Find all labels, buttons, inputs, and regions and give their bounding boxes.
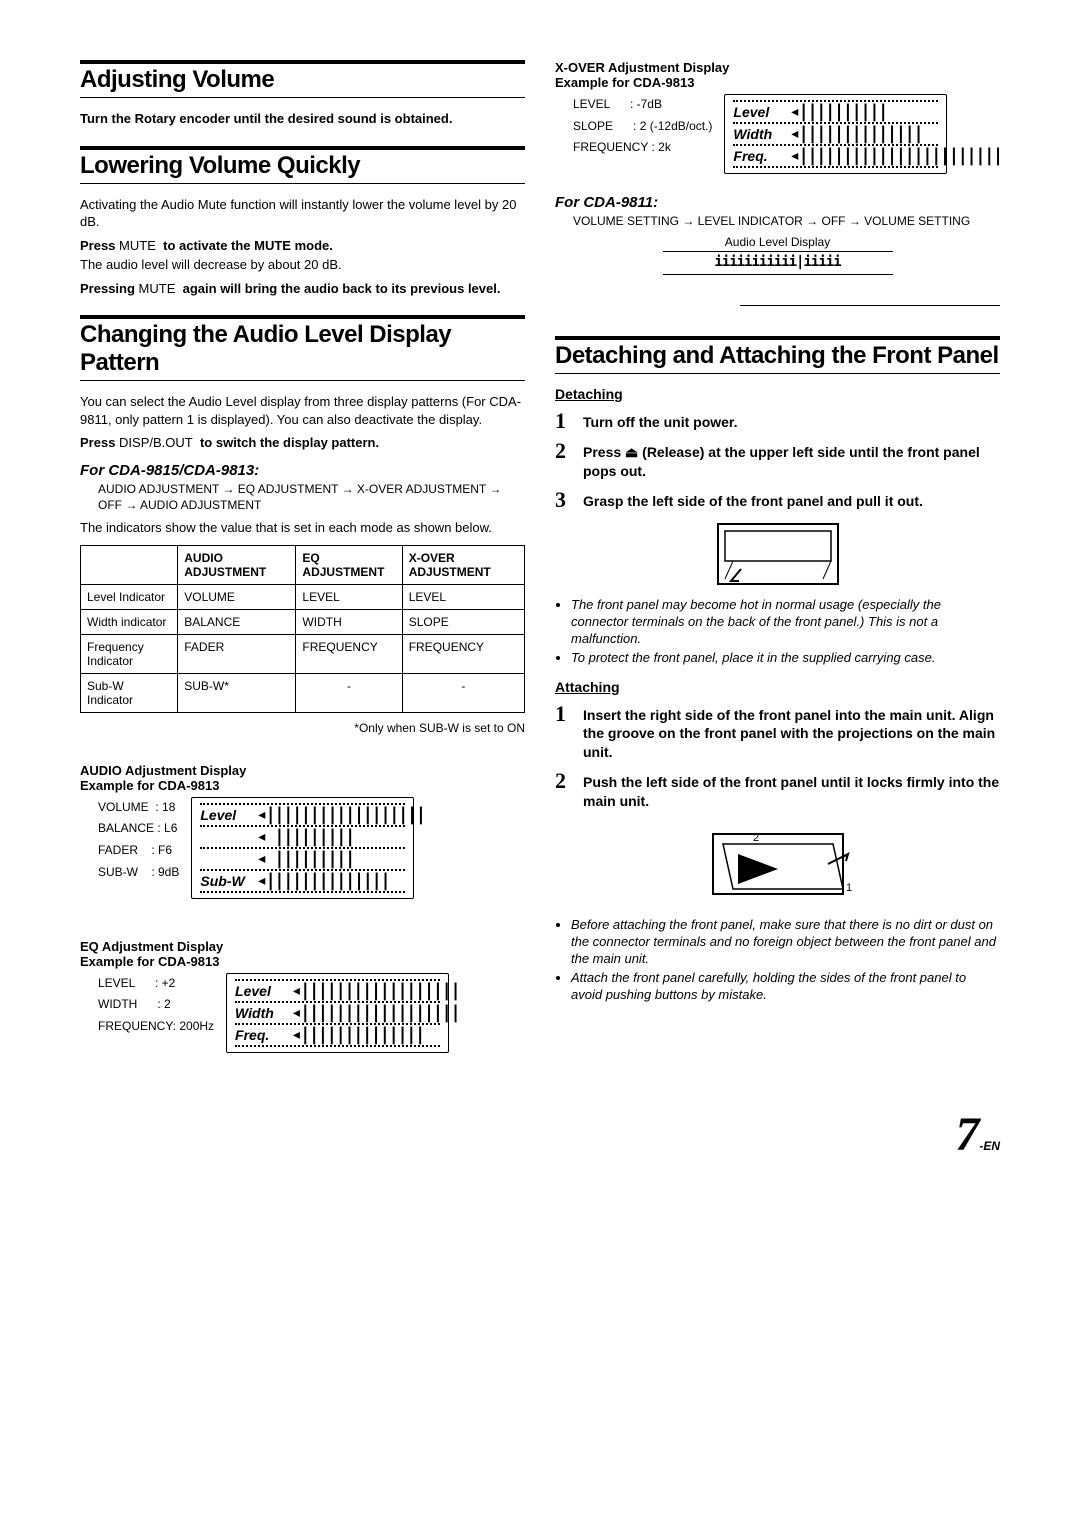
- audio-level-bars: iiiiiiiiiii|iiiii: [555, 254, 1000, 270]
- right-column: X-OVER Adjustment Display Example for CD…: [555, 60, 1000, 1067]
- xover-disp-values: LEVEL : -7dB SLOPE : 2 (-12dB/oct.) FREQ…: [573, 94, 712, 159]
- xover-disp-block: LEVEL : -7dB SLOPE : 2 (-12dB/oct.) FREQ…: [555, 94, 1000, 174]
- lower-vol-p4: Pressing MUTE again will bring the audio…: [80, 280, 525, 298]
- attach-step-1: 1Insert the right side of the front pane…: [555, 703, 1000, 763]
- attach-notes: Before attaching the front panel, make s…: [555, 917, 1000, 1003]
- heading-detach-attach: Detaching and Attaching the Front Panel: [555, 342, 1000, 370]
- audio-level-caption: Audio Level Display: [555, 235, 1000, 249]
- cda9811-seq: VOLUME SETTING → LEVEL INDICATOR → OFF →…: [573, 213, 1000, 229]
- heading-adjust-volume: Adjusting Volume: [80, 66, 525, 94]
- left-column: Adjusting Volume Turn the Rotary encoder…: [80, 60, 525, 1067]
- detach-step-3: 3Grasp the left side of the front panel …: [555, 489, 1000, 511]
- pattern-p3: The indicators show the value that is se…: [80, 519, 525, 537]
- table-footnote: *Only when SUB-W is set to ON: [80, 721, 525, 735]
- audio-lcd: Level◂|||||||||||||||||| ◂ ||||||||| ◂ |…: [191, 797, 414, 899]
- attaching-subhead: Attaching: [555, 679, 1000, 695]
- attach-step-2: 2Push the left side of the front panel u…: [555, 770, 1000, 811]
- eq-disp-block: LEVEL : +2 WIDTH : 2 FREQUENCY: 200Hz Le…: [80, 973, 525, 1053]
- xover-disp-heading: X-OVER Adjustment Display Example for CD…: [555, 60, 1000, 90]
- svg-text:2: 2: [753, 832, 759, 844]
- heading-change-pattern: Changing the Audio Level Display Pattern: [80, 321, 525, 377]
- model-heading: For CDA-9815/CDA-9813:: [80, 462, 525, 479]
- heading-lower-volume: Lowering Volume Quickly: [80, 152, 525, 180]
- adjust-volume-body: Turn the Rotary encoder until the desire…: [80, 110, 525, 128]
- attach-diagram: 2 1: [698, 819, 858, 909]
- page-number: 7-EN: [0, 1107, 1080, 1162]
- lower-vol-p3: The audio level will decrease by about 2…: [80, 256, 525, 274]
- eq-disp-heading: EQ Adjustment Display Example for CDA-98…: [80, 939, 525, 969]
- lower-vol-p1: Activating the Audio Mute function will …: [80, 196, 525, 231]
- lower-vol-p2: Press MUTE to activate the MUTE mode.: [80, 237, 525, 255]
- detaching-subhead: Detaching: [555, 386, 1000, 402]
- pattern-p2: Press DISP/B.OUT to switch the display p…: [80, 434, 525, 452]
- eq-disp-values: LEVEL : +2 WIDTH : 2 FREQUENCY: 200Hz: [98, 973, 214, 1038]
- audio-disp-values: VOLUME : 18 BALANCE : L6 FADER : F6 SUB-…: [98, 797, 179, 883]
- mode-sequence: AUDIO ADJUSTMENT → EQ ADJUSTMENT → X-OVE…: [98, 481, 525, 513]
- xover-lcd: Level◂|||||||||| Width◂|||||||||||||| Fr…: [724, 94, 947, 174]
- cda9811-heading: For CDA-9811:: [555, 194, 1000, 211]
- pattern-p1: You can select the Audio Level display f…: [80, 393, 525, 428]
- detach-notes: The front panel may become hot in normal…: [555, 597, 1000, 667]
- mode-table: AUDIO ADJUSTMENT EQ ADJUSTMENT X-OVER AD…: [80, 545, 525, 713]
- audio-disp-block: VOLUME : 18 BALANCE : L6 FADER : F6 SUB-…: [80, 797, 525, 899]
- detach-diagram: [713, 519, 843, 589]
- detach-step-1: 1Turn off the unit power.: [555, 410, 1000, 432]
- audio-disp-heading: AUDIO Adjustment Display Example for CDA…: [80, 763, 525, 793]
- svg-text:1: 1: [846, 882, 852, 894]
- detach-step-2: 2Press ⏏ (Release) at the upper left sid…: [555, 440, 1000, 481]
- eq-lcd: Level◂|||||||||||||||||| Width◂|||||||||…: [226, 973, 449, 1053]
